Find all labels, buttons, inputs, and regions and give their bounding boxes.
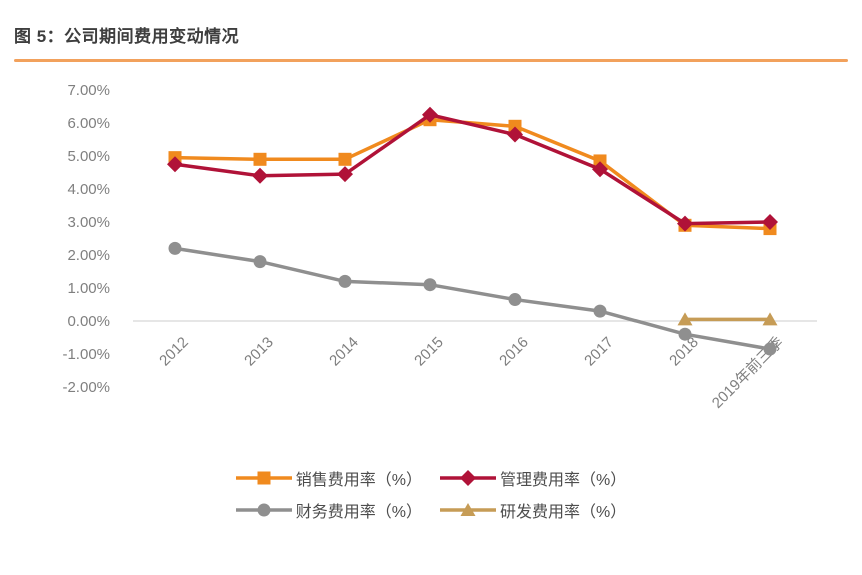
x-axis-tick-label: 2017: [581, 334, 617, 370]
triangle-legend-icon: [440, 503, 496, 516]
x-axis-tick-label: 2013: [241, 334, 277, 370]
legend-label-rd-expense-ratio: 研发费用率（%）: [500, 504, 627, 521]
y-axis-tick-label: 6.00%: [67, 115, 110, 132]
y-axis-tick-label: 5.00%: [67, 148, 110, 165]
y-axis-tick-label: 3.00%: [67, 214, 110, 231]
legend-label-admin-expense-ratio: 管理费用率（%）: [500, 472, 627, 489]
chart-legend: 销售费用率（%） 管理费用率（%） 财务费用率（%） 研发费用率（%）: [0, 466, 862, 522]
square-marker-sales-expense-ratio: [593, 154, 607, 168]
circle-marker-finance-expense-ratio: [423, 278, 437, 292]
y-axis-tick-label: -1.00%: [62, 346, 110, 363]
circle-legend-icon: [235, 503, 292, 517]
series-line-admin-expense-ratio: [174, 112, 771, 226]
legend-label-finance-expense-ratio: 财务费用率（%）: [295, 504, 422, 521]
x-axis-tick-label: 2012: [156, 334, 192, 370]
square-legend-marker: [257, 471, 271, 485]
diamond-legend-marker: [460, 470, 476, 486]
y-axis-tick-label: 0.00%: [67, 313, 110, 330]
y-axis-tick-label: 4.00%: [67, 181, 110, 198]
figure-title: 图 5：公司期间费用变动情况: [14, 27, 240, 46]
circle-marker-finance-expense-ratio: [508, 293, 522, 307]
diamond-marker-admin-expense-ratio: [677, 215, 693, 232]
x-axis-tick-label: 2016: [496, 334, 532, 370]
x-axis-tick-label: 2014: [326, 334, 362, 370]
legend-item-sales-expense-ratio: 销售费用率（%）: [235, 466, 422, 490]
legend-row: 销售费用率（%） 管理费用率（%）: [235, 466, 626, 490]
square-marker-sales-expense-ratio: [338, 152, 352, 166]
diamond-marker-admin-expense-ratio: [167, 156, 183, 173]
circle-legend-marker: [257, 503, 271, 517]
diamond-marker-admin-expense-ratio: [252, 167, 268, 184]
circle-marker-finance-expense-ratio: [168, 241, 182, 255]
triangle-legend-marker: [460, 503, 476, 516]
y-axis-tick-label: 7.00%: [67, 82, 110, 99]
series-line-finance-expense-ratio: [174, 246, 771, 351]
diamond-marker-admin-expense-ratio: [592, 161, 608, 178]
legend-item-rd-expense-ratio: 研发费用率（%）: [440, 498, 626, 522]
diamond-legend-icon: [440, 470, 496, 486]
legend-row: 财务费用率（%） 研发费用率（%）: [235, 498, 626, 522]
circle-marker-finance-expense-ratio: [253, 255, 267, 269]
legend-item-finance-expense-ratio: 财务费用率（%）: [235, 498, 422, 522]
diamond-marker-admin-expense-ratio: [422, 106, 438, 123]
diamond-marker-admin-expense-ratio: [762, 214, 778, 230]
y-axis-tick-label: 2.00%: [67, 247, 110, 264]
square-marker-sales-expense-ratio: [508, 119, 522, 133]
y-axis-tick-label: 1.00%: [67, 280, 110, 297]
diamond-marker-admin-expense-ratio: [507, 126, 523, 143]
chart-plot-area: 7.00% 6.00% 5.00% 4.00% 3.00% 2.00% 1.00% 0.00%…: [62, 82, 817, 412]
legend-item-admin-expense-ratio: 管理费用率（%）: [440, 466, 626, 490]
diamond-marker-admin-expense-ratio: [337, 166, 353, 183]
x-axis-tick-label: 2015: [411, 334, 447, 370]
square-marker-sales-expense-ratio: [253, 152, 267, 166]
triangle-marker-rd-expense-ratio: [677, 312, 693, 326]
circle-marker-finance-expense-ratio: [593, 304, 607, 318]
circle-marker-finance-expense-ratio: [763, 342, 777, 356]
square-legend-icon: [235, 471, 292, 485]
figure-header: 图 5：公司期间费用变动情况: [0, 0, 862, 62]
title-underline: [14, 59, 848, 62]
expense-ratio-line-chart: 7.00% 6.00% 5.00% 4.00% 3.00% 2.00% 1.00% 0.00%…: [0, 62, 862, 522]
circle-marker-finance-expense-ratio: [678, 327, 692, 341]
legend-label-sales-expense-ratio: 销售费用率（%）: [295, 472, 422, 489]
y-axis-tick-label: -2.00%: [62, 379, 110, 396]
circle-marker-finance-expense-ratio: [338, 274, 352, 288]
triangle-marker-rd-expense-ratio: [762, 312, 778, 326]
